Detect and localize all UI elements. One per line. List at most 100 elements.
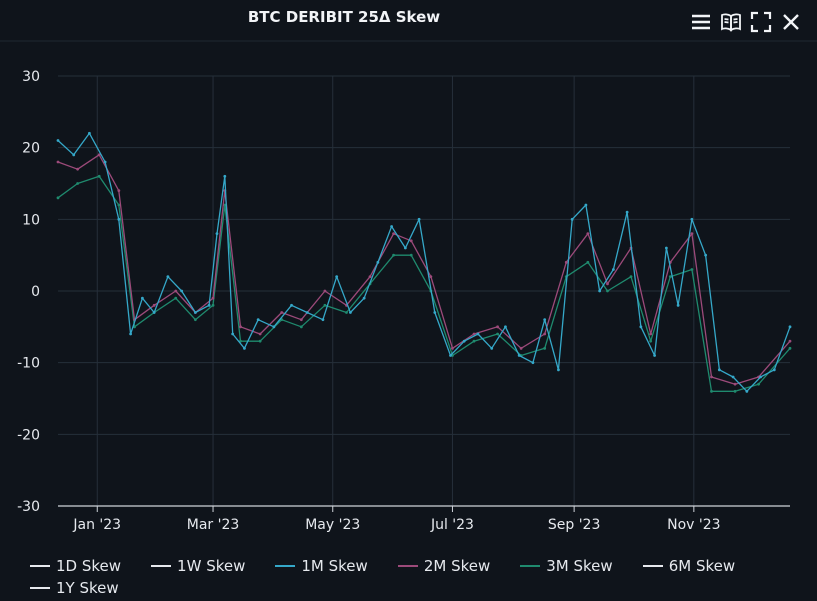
data-point	[639, 325, 643, 329]
data-point	[429, 275, 433, 279]
legend-item[interactable]: 1M Skew	[275, 556, 368, 576]
data-point	[403, 246, 407, 250]
legend-item[interactable]: 2M Skew	[397, 556, 491, 576]
data-point	[611, 268, 615, 271]
y-tick-label: -10	[17, 356, 40, 372]
legend-swatch	[397, 565, 418, 567]
data-point	[223, 174, 227, 178]
data-point	[472, 332, 476, 336]
data-point	[731, 375, 735, 379]
data-point	[117, 189, 121, 193]
x-tick-label: May '23	[305, 517, 360, 533]
chart-toolbar	[689, 10, 803, 34]
data-point	[256, 318, 260, 322]
data-point	[664, 246, 668, 250]
data-point	[417, 217, 421, 221]
legend-item[interactable]: 3M Skew	[520, 556, 613, 576]
data-point	[243, 346, 246, 350]
legend-swatch	[275, 565, 296, 567]
legend-label: 1W Skew	[177, 557, 246, 575]
data-point	[103, 160, 107, 164]
book-icon[interactable]	[719, 10, 743, 34]
fullscreen-icon[interactable]	[749, 10, 773, 34]
data-point	[788, 346, 792, 350]
legend-item[interactable]: 1W Skew	[151, 556, 245, 576]
data-point	[496, 332, 499, 336]
legend-label: 2M Skew	[423, 557, 491, 575]
y-tick-label: -20	[17, 427, 40, 443]
data-point	[676, 303, 680, 307]
series-line-2m-skew	[57, 154, 791, 385]
data-point	[625, 210, 629, 214]
data-point	[449, 354, 452, 357]
data-point	[193, 311, 197, 314]
data-point	[299, 318, 303, 322]
data-point	[757, 382, 761, 386]
x-tick-label: Sep '23	[548, 517, 601, 533]
data-point	[717, 368, 721, 372]
chart-legend: 1D Skew 1W Skew 1M Skew 2M Skew 3M Skew 6M Sk…	[30, 556, 810, 598]
data-point	[409, 239, 413, 243]
legend-swatch	[30, 587, 50, 589]
data-point	[117, 217, 121, 221]
x-tick-label: Jan '23	[72, 517, 121, 533]
data-point	[733, 389, 737, 393]
data-point	[362, 296, 366, 300]
data-point	[745, 389, 749, 393]
data-point	[517, 354, 521, 357]
data-point	[97, 153, 101, 157]
data-point	[345, 311, 348, 314]
data-point	[349, 311, 352, 314]
data-point	[211, 296, 215, 300]
data-point	[166, 275, 170, 279]
legend-label: 6M Skew	[668, 557, 736, 575]
legend-item[interactable]: 1Y Skew	[30, 578, 119, 598]
data-point	[543, 332, 547, 336]
data-point	[668, 275, 672, 279]
data-point	[117, 203, 121, 207]
data-point	[76, 167, 80, 171]
data-point	[392, 232, 395, 236]
data-point	[653, 354, 656, 357]
data-point	[409, 253, 413, 257]
legend-item[interactable]: 6M Skew	[642, 556, 736, 576]
data-point	[710, 375, 713, 379]
data-point	[649, 339, 653, 343]
data-point	[759, 375, 762, 379]
legend-label: 1Y Skew	[56, 579, 119, 597]
data-point	[180, 289, 184, 293]
data-point	[239, 325, 242, 329]
data-point	[290, 303, 293, 307]
y-tick-label: 0	[31, 284, 40, 300]
data-point	[472, 339, 476, 343]
legend-label: 1M Skew	[301, 557, 368, 575]
data-point	[193, 318, 197, 322]
data-point	[376, 260, 380, 264]
data-point	[72, 153, 76, 157]
data-point	[211, 303, 215, 307]
data-point	[690, 268, 694, 271]
data-point	[788, 325, 792, 329]
data-point	[258, 339, 262, 343]
data-point	[564, 260, 568, 264]
data-point	[258, 332, 262, 336]
data-point	[543, 318, 547, 322]
chart-plot: 30 20 10 0 -10 -20 -30 Jan '23 Mar '23 May '23 Jul…	[0, 40, 817, 533]
data-point	[215, 232, 219, 236]
data-point	[606, 289, 609, 293]
close-icon[interactable]	[779, 10, 803, 34]
menu-icon[interactable]	[689, 10, 713, 34]
data-point	[223, 203, 227, 207]
data-point	[87, 131, 91, 135]
x-tick-label: Nov '23	[667, 517, 720, 533]
data-point	[335, 275, 339, 279]
legend-item[interactable]: 1D Skew	[30, 556, 121, 576]
data-point	[56, 139, 60, 142]
data-point	[476, 332, 480, 336]
data-point	[788, 339, 792, 343]
y-tick-label: 10	[22, 212, 40, 228]
data-point	[97, 174, 101, 178]
data-point	[690, 232, 694, 236]
data-point	[586, 232, 590, 236]
data-point	[390, 225, 394, 228]
